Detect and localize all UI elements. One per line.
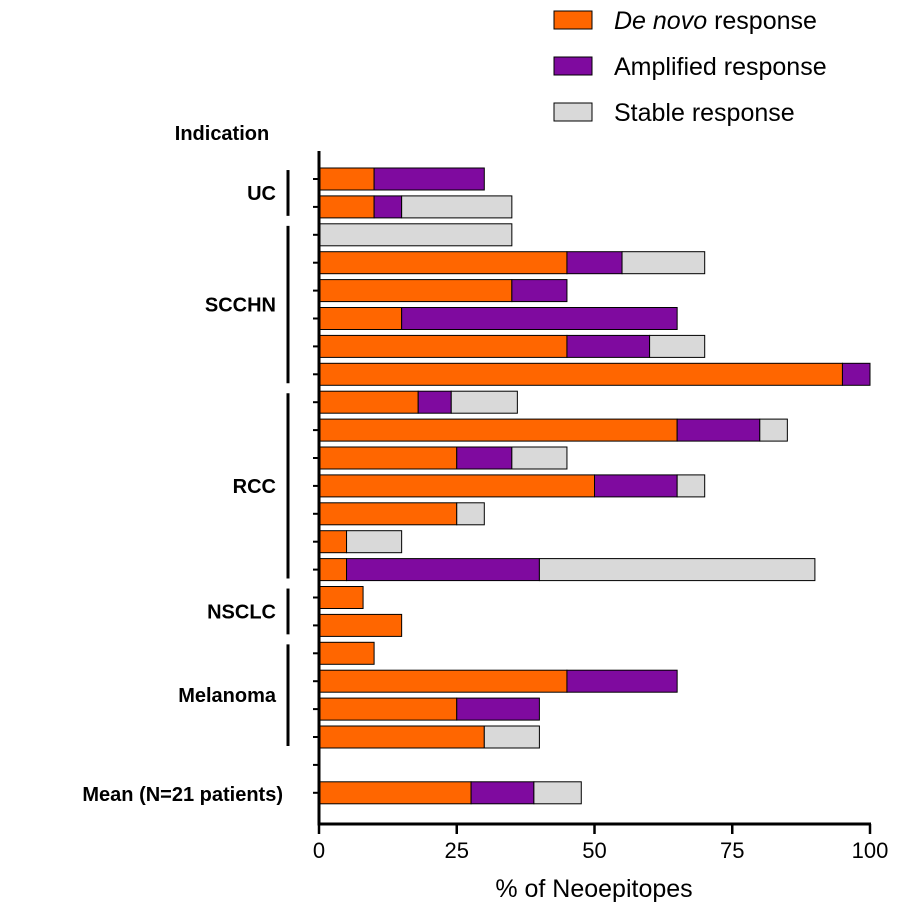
group-label: Melanoma (178, 685, 277, 707)
bar-2-2-amplified (456, 446, 513, 470)
bar-4-3-de_novo (318, 725, 485, 749)
group-labels: UC SCCHN RCC NSCLC Melanoma Mean (N=21 patien… (82, 183, 283, 806)
bar-1-1-stable (621, 251, 706, 275)
bar-2-3-de_novo (318, 474, 595, 498)
group-label: RCC (233, 476, 276, 498)
bar-2-4-stable (456, 502, 485, 526)
bar-2-3-stable (676, 474, 706, 498)
bar-0-1-de_novo (318, 195, 375, 219)
bar-2-3-amplified (594, 474, 678, 498)
bar-4-1-de_novo (318, 669, 568, 693)
bar-1-5-de_novo (318, 362, 843, 386)
bar-mean-0-amplified (470, 781, 535, 805)
bar-1-3-de_novo (318, 307, 403, 330)
bar-2-5-stable (346, 530, 403, 554)
bar-4-2-amplified (456, 697, 540, 721)
legend-swatch (553, 102, 593, 122)
bar-1-1-de_novo (318, 251, 568, 275)
bar-1-5-amplified (841, 362, 871, 386)
legend: De novo response Amplified response Stable… (553, 7, 827, 127)
bar-2-1-de_novo (318, 418, 678, 442)
legend-swatch (553, 10, 593, 30)
y-axis-title: Indication (175, 123, 269, 145)
bar-4-1-amplified (566, 669, 678, 693)
bar-1-4-de_novo (318, 334, 568, 358)
x-tick-label: 100 (852, 838, 889, 863)
legend-label: De novo response (614, 7, 817, 35)
bar-4-2-de_novo (318, 697, 458, 721)
bar-1-2-de_novo (318, 279, 513, 303)
group-label: SCCHN (205, 295, 276, 317)
bar-2-1-stable (759, 418, 788, 442)
legend-label: Amplified response (614, 53, 827, 81)
bar-0-1-stable (401, 195, 513, 219)
bar-1-4-amplified (566, 334, 651, 358)
bar-2-0-amplified (417, 390, 452, 414)
bar-2-6-amplified (346, 558, 540, 582)
group-label: NSCLC (207, 601, 276, 623)
bar-2-0-de_novo (318, 390, 419, 414)
x-tick-label: 75 (720, 838, 744, 863)
bar-2-2-stable (511, 446, 568, 470)
bar-2-2-de_novo (318, 446, 458, 470)
legend-swatch (553, 56, 593, 76)
x-tick-label: 25 (445, 838, 469, 863)
bar-1-0-stable (318, 223, 513, 247)
mean-label: Mean (N=21 patients) (82, 784, 283, 806)
bar-1-1-amplified (566, 251, 623, 275)
bar-2-6-de_novo (318, 558, 348, 582)
axes: 0 25 50 75 100 (313, 151, 888, 863)
group-label: UC (247, 183, 276, 205)
bar-1-2-amplified (511, 279, 568, 303)
x-tick-label: 50 (582, 838, 606, 863)
bar-1-3-amplified (401, 307, 678, 330)
bar-2-0-stable (450, 390, 518, 414)
bar-2-5-de_novo (318, 530, 348, 554)
bar-3-1-de_novo (318, 613, 403, 637)
bar-1-4-stable (649, 334, 706, 358)
bar-0-1-amplified (373, 195, 403, 219)
x-axis-title: % of Neoepitopes (495, 875, 692, 903)
bar-4-3-stable (483, 725, 540, 749)
bar-mean-0-stable (533, 781, 582, 805)
legend-label: Stable response (614, 99, 795, 127)
bar-3-0-de_novo (318, 586, 364, 609)
bar-0-0-de_novo (318, 167, 375, 191)
bar-2-1-amplified (676, 418, 761, 442)
bar-0-0-amplified (373, 167, 485, 191)
x-tick-label: 0 (313, 838, 325, 863)
bar-2-4-de_novo (318, 502, 458, 526)
bar-4-0-de_novo (318, 641, 375, 665)
bars (318, 167, 871, 805)
bar-2-6-stable (538, 558, 816, 582)
bar-mean-0-de_novo (318, 781, 472, 805)
